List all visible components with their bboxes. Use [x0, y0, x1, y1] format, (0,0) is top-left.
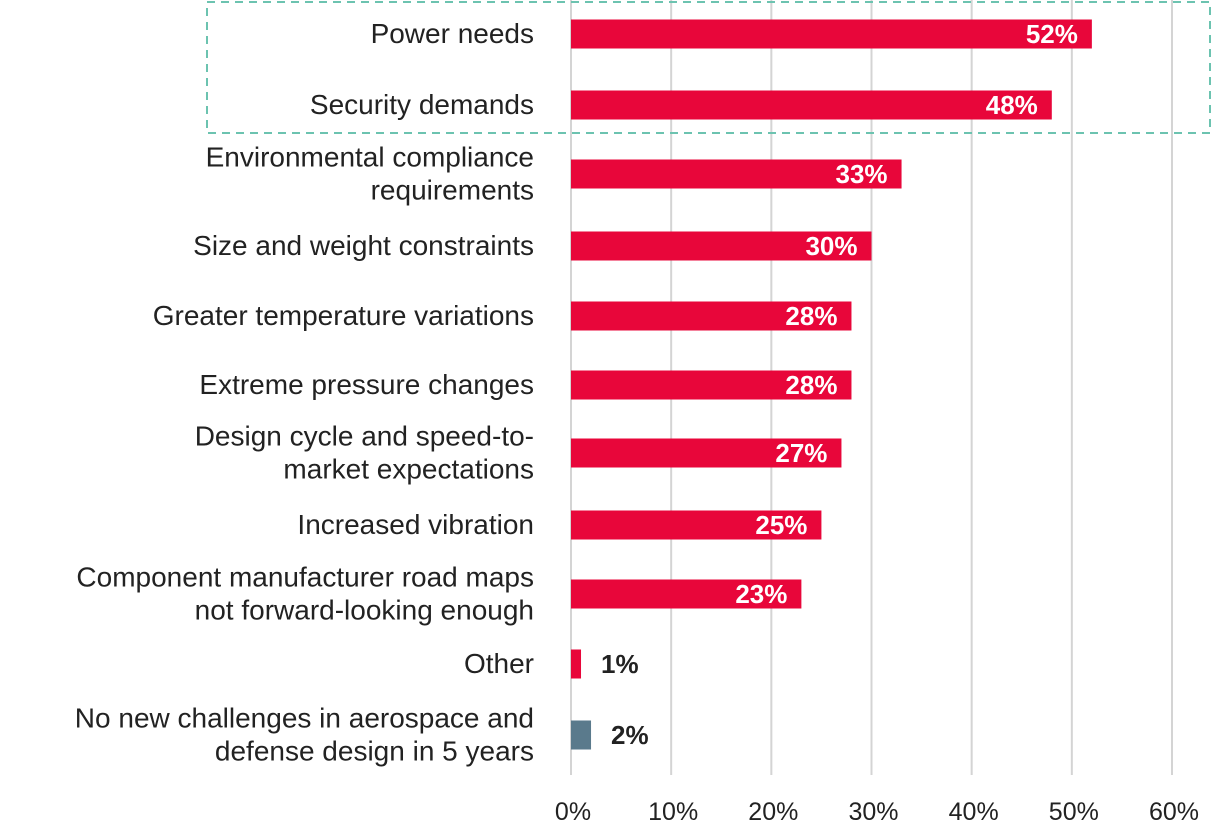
data-label: 23%: [735, 579, 787, 609]
bar: [571, 301, 852, 331]
x-tick-label: 50%: [1049, 798, 1099, 823]
category-labels: Power needs Security demands Environmental…: [75, 18, 534, 767]
x-axis-ticks: 0% 10% 20% 30% 40% 50% 60%: [555, 798, 1199, 823]
x-tick-label: 0%: [555, 798, 591, 823]
category-label: No new challenges in aerospace and defens…: [75, 703, 534, 767]
data-label: 1%: [601, 649, 639, 679]
bar: [571, 370, 852, 400]
data-label: 27%: [775, 438, 827, 468]
category-label: Component manufacturer road maps not forw…: [76, 562, 534, 626]
highlight-box: [206, 1, 1211, 134]
category-label: Size and weight constraints: [193, 230, 534, 261]
data-label: 52%: [1026, 19, 1078, 49]
highlight-box-rect: [206, 1, 1211, 134]
category-label: Design cycle and speed-to-market expecta…: [195, 421, 534, 485]
data-label: 28%: [785, 301, 837, 331]
bar: [571, 720, 592, 750]
data-label: 48%: [986, 90, 1038, 120]
data-label: 28%: [785, 370, 837, 400]
bar: [571, 510, 822, 540]
x-tick-label: 20%: [748, 798, 798, 823]
category-label: Greater temperature variations: [153, 300, 534, 331]
category-label: Extreme pressure changes: [199, 369, 534, 400]
x-tick-label: 60%: [1149, 798, 1199, 823]
bar: [571, 579, 802, 609]
bars: 52% 48% 33% 30% 28% 28% 27% 25% 23% 1% 2%: [571, 19, 1092, 750]
bar: [571, 19, 1092, 49]
category-label: Security demands: [310, 89, 534, 120]
bar: [571, 231, 872, 261]
x-tick-label: 30%: [848, 798, 898, 823]
bar: [571, 438, 842, 468]
category-label: Power needs: [371, 18, 534, 49]
category-label: Increased vibration: [297, 509, 534, 540]
gridlines: [570, 0, 1173, 775]
x-tick-label: 10%: [648, 798, 698, 823]
x-tick-label: 40%: [949, 798, 999, 823]
category-label: Other: [464, 648, 534, 679]
bar: [571, 649, 582, 679]
data-label: 2%: [611, 720, 649, 750]
data-label: 25%: [755, 510, 807, 540]
category-label: Environmental compliance requirements: [206, 142, 534, 206]
data-label: 33%: [836, 159, 888, 189]
bar: [571, 90, 1052, 120]
data-label: 30%: [805, 231, 857, 261]
bar: [571, 159, 902, 189]
